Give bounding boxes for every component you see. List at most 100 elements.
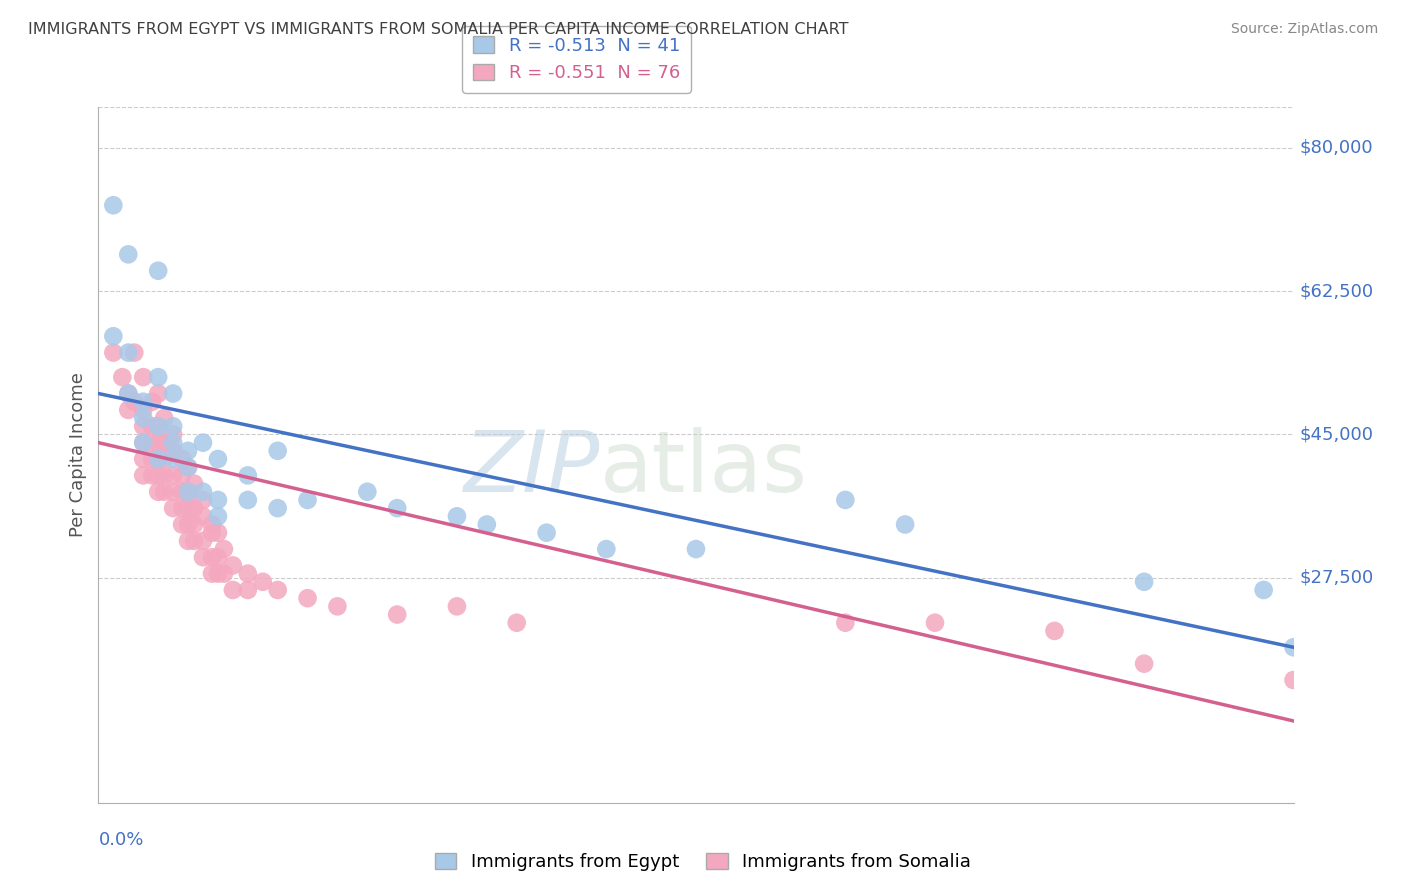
Point — [177, 460, 200, 475]
Point — [148, 419, 170, 434]
Point — [267, 501, 290, 516]
Point — [222, 582, 245, 597]
Point — [595, 542, 617, 557]
Point — [148, 452, 170, 467]
Point — [148, 264, 170, 278]
Point — [141, 452, 163, 467]
Point — [183, 517, 205, 532]
Point — [117, 386, 139, 401]
Text: $80,000: $80,000 — [1299, 139, 1374, 157]
Point — [267, 443, 290, 458]
Point — [183, 533, 205, 548]
Point — [212, 566, 235, 581]
Point — [212, 542, 235, 557]
Point — [385, 607, 409, 622]
Point — [385, 501, 409, 516]
Point — [162, 386, 184, 401]
Point — [153, 452, 176, 467]
Point — [148, 468, 170, 483]
Point — [132, 403, 155, 417]
Point — [172, 452, 194, 467]
Point — [141, 468, 163, 483]
Point — [141, 419, 163, 434]
Legend: R = -0.513  N = 41, R = -0.551  N = 76: R = -0.513 N = 41, R = -0.551 N = 76 — [463, 26, 690, 93]
Point — [446, 509, 468, 524]
Point — [141, 394, 163, 409]
Point — [148, 386, 170, 401]
Point — [132, 419, 155, 434]
Point — [1043, 624, 1066, 638]
Point — [201, 517, 224, 532]
Point — [506, 615, 529, 630]
Point — [132, 452, 155, 467]
Point — [177, 533, 200, 548]
Point — [177, 501, 200, 516]
Point — [252, 574, 274, 589]
Point — [153, 435, 176, 450]
Legend: Immigrants from Egypt, Immigrants from Somalia: Immigrants from Egypt, Immigrants from S… — [427, 846, 979, 879]
Point — [177, 484, 200, 499]
Point — [1133, 574, 1156, 589]
Point — [124, 345, 146, 359]
Point — [177, 517, 200, 532]
Point — [207, 509, 229, 524]
Point — [222, 558, 245, 573]
Point — [117, 345, 139, 359]
Point — [356, 484, 378, 499]
Point — [191, 509, 214, 524]
Point — [1133, 657, 1156, 671]
Point — [117, 247, 139, 261]
Point — [207, 525, 229, 540]
Point — [153, 411, 176, 425]
Text: ZIP: ZIP — [464, 427, 600, 510]
Point — [446, 599, 468, 614]
Point — [162, 443, 184, 458]
Point — [1282, 673, 1305, 687]
Point — [207, 492, 229, 507]
Text: 0.0%: 0.0% — [98, 830, 143, 848]
Point — [834, 492, 856, 507]
Point — [536, 525, 558, 540]
Point — [236, 468, 259, 483]
Point — [326, 599, 349, 614]
Point — [183, 501, 205, 516]
Point — [103, 345, 125, 359]
Point — [191, 550, 214, 565]
Point — [148, 435, 170, 450]
Point — [162, 452, 184, 467]
Point — [297, 492, 319, 507]
Point — [191, 484, 214, 499]
Point — [201, 550, 224, 565]
Point — [162, 501, 184, 516]
Point — [236, 566, 259, 581]
Point — [111, 370, 134, 384]
Point — [124, 394, 146, 409]
Point — [172, 517, 194, 532]
Point — [132, 370, 155, 384]
Point — [141, 435, 163, 450]
Point — [103, 329, 125, 343]
Point — [894, 517, 917, 532]
Point — [132, 394, 155, 409]
Point — [177, 460, 200, 475]
Point — [132, 435, 155, 450]
Point — [148, 419, 170, 434]
Point — [201, 566, 224, 581]
Y-axis label: Per Capita Income: Per Capita Income — [69, 373, 87, 537]
Point — [236, 492, 259, 507]
Point — [685, 542, 707, 557]
Point — [191, 435, 214, 450]
Point — [162, 427, 184, 442]
Point — [162, 468, 184, 483]
Text: Source: ZipAtlas.com: Source: ZipAtlas.com — [1230, 22, 1378, 37]
Point — [191, 492, 214, 507]
Point — [177, 443, 200, 458]
Point — [177, 484, 200, 499]
Text: atlas: atlas — [600, 427, 808, 510]
Point — [297, 591, 319, 606]
Point — [201, 525, 224, 540]
Point — [236, 582, 259, 597]
Point — [132, 468, 155, 483]
Point — [924, 615, 946, 630]
Point — [207, 550, 229, 565]
